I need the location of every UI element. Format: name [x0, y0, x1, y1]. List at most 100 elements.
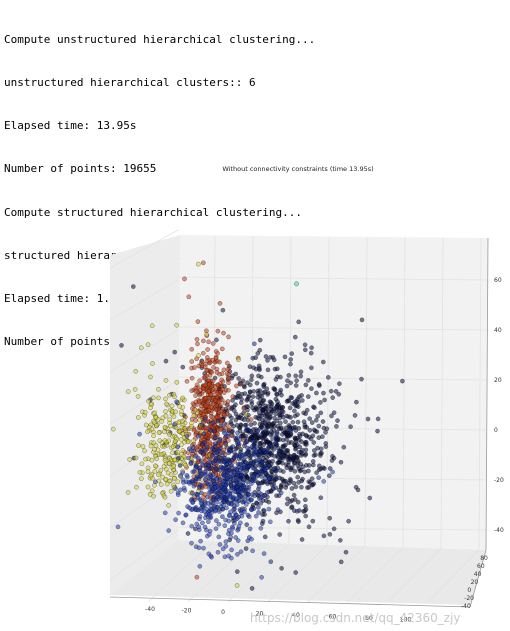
data-point — [191, 483, 197, 489]
data-point — [182, 426, 188, 431]
data-point — [206, 382, 212, 387]
data-point — [293, 439, 299, 444]
data-point — [242, 391, 248, 396]
data-point — [153, 463, 158, 469]
data-point — [183, 463, 188, 468]
data-point — [199, 403, 204, 409]
data-point — [292, 413, 298, 419]
data-point — [294, 281, 299, 287]
data-point — [208, 392, 213, 397]
data-point — [238, 423, 244, 428]
data-point — [266, 463, 272, 468]
data-point — [178, 437, 184, 442]
data-point — [233, 402, 238, 407]
gridline — [177, 326, 488, 331]
data-point — [307, 428, 313, 433]
data-point — [267, 415, 273, 421]
data-point — [260, 518, 266, 524]
data-point — [238, 549, 244, 554]
data-point — [204, 466, 209, 471]
data-point — [200, 359, 205, 365]
data-point — [209, 453, 215, 458]
data-point — [201, 350, 206, 356]
data-point — [274, 431, 280, 437]
data-point — [221, 367, 227, 373]
data-point — [207, 532, 212, 537]
data-point — [284, 501, 290, 507]
data-point — [219, 387, 225, 392]
data-point — [266, 499, 272, 505]
data-point — [171, 464, 176, 469]
data-point — [293, 484, 299, 490]
z-tick-label: -40 — [494, 527, 504, 534]
data-point — [343, 549, 349, 555]
data-point — [273, 396, 279, 402]
data-point — [146, 398, 151, 404]
data-point — [175, 449, 180, 455]
data-point — [246, 394, 251, 400]
data-point — [259, 474, 264, 479]
data-point — [171, 391, 177, 397]
console-line: Number of points: 19655 — [4, 162, 157, 176]
data-point — [189, 388, 194, 393]
data-point — [293, 447, 298, 452]
data-point — [229, 530, 234, 536]
data-point — [244, 484, 250, 490]
data-point — [320, 434, 325, 439]
data-point — [213, 526, 219, 531]
y-tick-label: -20 — [464, 595, 474, 602]
data-point — [200, 452, 206, 457]
data-point — [222, 554, 228, 560]
data-point — [194, 356, 199, 361]
x-tick-label: 40 — [292, 612, 300, 619]
data-point — [220, 514, 225, 519]
gridline — [387, 548, 442, 603]
data-point — [203, 457, 209, 463]
data-point — [199, 458, 204, 464]
data-point — [259, 413, 265, 418]
data-point — [302, 342, 308, 348]
data-point — [262, 534, 268, 540]
data-point — [314, 390, 319, 396]
data-point — [184, 473, 190, 478]
data-point — [145, 484, 151, 490]
y-tick-label: 60 — [477, 563, 485, 570]
data-point — [211, 478, 216, 484]
data-point — [299, 537, 305, 542]
data-point — [296, 519, 301, 524]
data-point — [320, 419, 326, 424]
data-point — [214, 455, 219, 461]
data-point — [111, 426, 116, 432]
data-point — [142, 409, 148, 415]
data-point — [283, 447, 288, 453]
data-point — [162, 494, 168, 500]
data-point — [291, 425, 297, 430]
data-point — [204, 527, 209, 533]
data-point — [249, 399, 254, 404]
data-point — [250, 405, 255, 411]
console-line: Compute unstructured hierarchical cluste… — [4, 32, 316, 46]
data-point — [213, 507, 218, 513]
data-point — [168, 423, 173, 429]
data-point — [249, 586, 255, 591]
data-point — [225, 367, 231, 372]
data-point — [214, 370, 220, 375]
data-point — [171, 414, 177, 419]
data-point — [166, 503, 171, 508]
data-point — [272, 415, 277, 421]
data-point — [241, 485, 246, 491]
data-point — [216, 410, 222, 415]
data-point — [288, 415, 293, 420]
data-point — [217, 542, 223, 547]
data-point — [216, 399, 222, 405]
gridline — [227, 543, 290, 603]
data-point — [179, 442, 184, 448]
data-point — [223, 539, 229, 544]
data-point — [196, 545, 202, 551]
data-point — [309, 476, 315, 481]
x-tick-label: -40 — [145, 606, 155, 613]
data-point — [268, 519, 273, 525]
data-point — [287, 405, 293, 411]
data-point — [221, 465, 227, 471]
gridline — [109, 379, 179, 425]
